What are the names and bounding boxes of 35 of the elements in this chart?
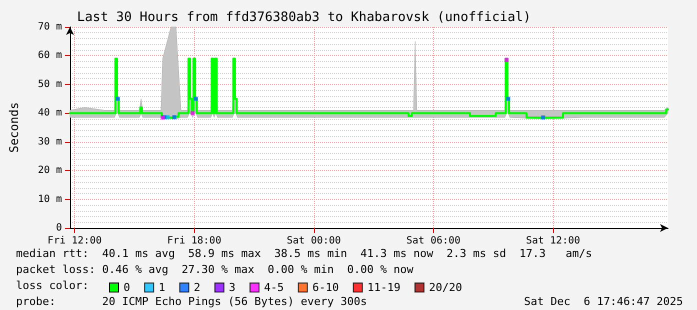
point [541,115,546,120]
y-tick-label: 40 m [38,108,62,119]
legend-title: loss color: [16,279,89,292]
point [194,96,198,101]
legend-label: 2 [194,281,200,294]
legend-label: 3 [228,281,236,294]
legend-label: 6-10 [312,281,339,294]
y-tick-label: 30 m [38,136,62,148]
text: probe: 20 ICMP Echo Pings (56 Bytes) every 300s [16,295,367,308]
text: median rtt: 40.1 ms avg 58.9 ms max 38.5 ms min 41.3 ms now 2.3 ms sd 17.3 am/s [16,247,592,260]
y-axis-title: Seconds [7,102,21,153]
point [172,115,176,120]
y-tick-label: 0 [56,222,62,234]
legend-label: 11-19 [367,281,400,294]
x-tick-label: Fri 18:00 [167,236,222,246]
point [504,58,509,62]
y-tick-label: 50 m [38,78,62,90]
point [190,111,195,116]
legend-label: 1 [158,281,166,294]
y-tick-label: 60 m [38,50,62,62]
x-tick-label: Sat 06:00 [406,236,461,246]
point [116,96,120,101]
x-tick-label: Sat 12:00 [526,236,580,246]
chart-title: Last 30 Hours from ffd376380ab3 to Khabarovsk (unofficial) [77,10,531,25]
x-tick-label: Sat 00:00 [286,236,341,246]
y-tick-label: 10 m [38,194,62,205]
y-tick-label: 20 m [38,165,62,176]
point [506,96,510,101]
text: packet loss: 0.46 % avg 27.30 % max 0.00 % min 0.00 % now [16,263,414,276]
legend-label: 4-5 [264,281,284,294]
x-tick-label: Fri 12:00 [48,236,102,246]
y-tick-label: 70 m [38,22,62,32]
legend-label: 20/20 [428,281,462,294]
legend-label: 0 [124,281,130,294]
text: Sat Dec 6 17:46:47 2025 [524,295,684,308]
